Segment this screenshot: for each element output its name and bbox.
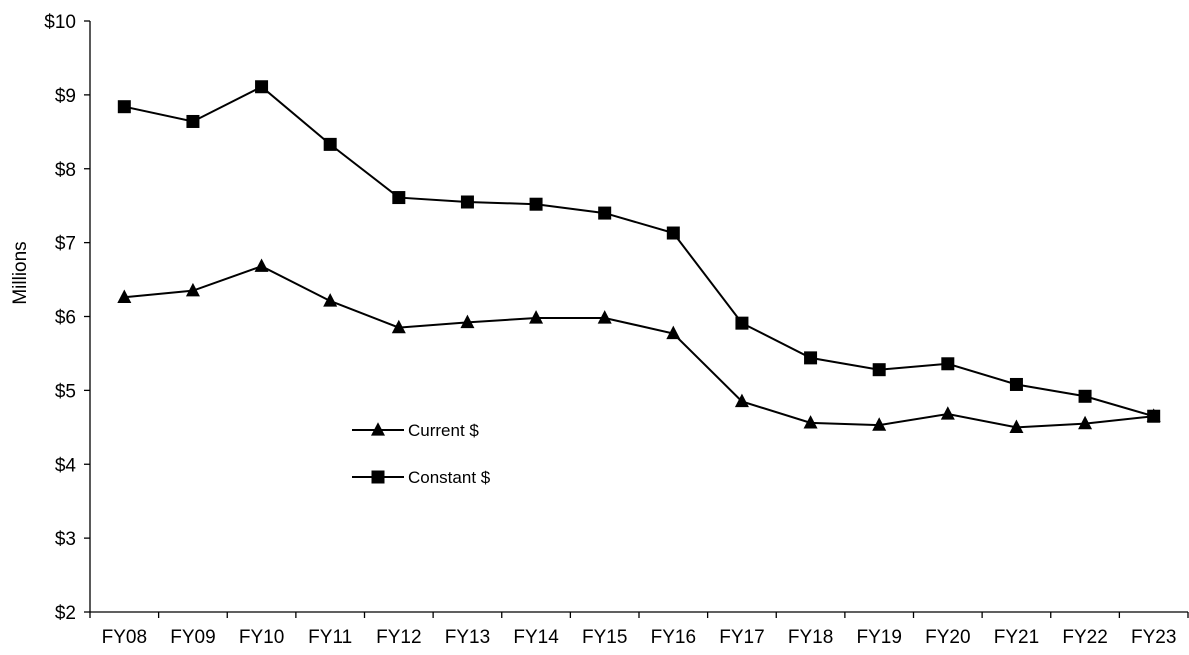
data-point — [323, 137, 337, 151]
legend-item: Constant $ — [352, 468, 491, 487]
x-tick-label: FY20 — [925, 627, 970, 648]
legend-label: Constant $ — [408, 468, 491, 487]
x-tick-label: FY17 — [719, 627, 764, 648]
series-constant — [117, 80, 1161, 423]
data-point — [872, 417, 887, 431]
data-point — [666, 226, 680, 240]
x-tick-label: FY13 — [445, 627, 490, 648]
tick-labels: $2 $3 $4 $5 $6 $7 $8 $9 $10 FY08 FY09 FY10 FY11 FY12 F… — [44, 12, 1176, 648]
data-point — [1009, 377, 1023, 391]
x-tick-label: FY14 — [513, 627, 559, 648]
x-tick-label: FY19 — [856, 627, 901, 648]
data-point — [185, 282, 200, 297]
x-tick-label: FY12 — [376, 627, 421, 648]
data-point — [735, 316, 749, 330]
y-tick-label: $4 — [55, 455, 77, 476]
x-tick-label: FY16 — [651, 627, 696, 648]
x-tick-label: FY23 — [1131, 627, 1176, 648]
x-tick-label: FY15 — [582, 627, 627, 648]
x-tick-label: FY10 — [239, 627, 284, 648]
series-line — [124, 85, 1154, 418]
data-point — [872, 363, 886, 377]
y-tick-label: $9 — [55, 86, 76, 107]
legend-item: Current $ — [352, 421, 479, 440]
data-point — [186, 114, 200, 128]
data-point — [254, 258, 269, 272]
data-point — [1147, 409, 1161, 423]
data-point — [392, 191, 406, 205]
x-tick-label: FY22 — [1062, 627, 1107, 648]
data-point — [323, 293, 338, 307]
legend-label: Current $ — [408, 421, 479, 440]
data-point — [803, 415, 818, 429]
y-axis-title: Millions — [10, 241, 31, 304]
series-line — [124, 265, 1154, 429]
data-point — [597, 310, 612, 324]
y-tick-label: $10 — [44, 12, 76, 33]
axes — [84, 20, 1189, 618]
data-point — [941, 357, 955, 371]
data-point — [804, 351, 818, 365]
legend: Current $ Constant $ — [352, 421, 491, 487]
legend-marker — [371, 470, 385, 484]
series-lines — [117, 80, 1161, 433]
x-tick-label: FY09 — [170, 627, 215, 648]
data-point — [940, 406, 955, 420]
data-point — [117, 100, 131, 114]
data-point — [734, 393, 749, 408]
data-point — [1078, 415, 1093, 430]
y-tick-label: $2 — [55, 603, 76, 624]
data-point — [529, 197, 543, 211]
data-point — [255, 80, 269, 94]
data-point — [666, 325, 681, 340]
y-tick-label: $7 — [55, 234, 76, 255]
data-point — [598, 206, 612, 220]
data-point — [529, 310, 544, 324]
x-tick-label: FY08 — [102, 627, 147, 648]
series-current — [117, 258, 1161, 433]
data-point — [1078, 389, 1092, 403]
y-tick-label: $3 — [55, 529, 76, 550]
x-tick-label: FY21 — [994, 627, 1039, 648]
legend-marker — [371, 422, 385, 436]
x-tick-label: FY18 — [788, 627, 833, 648]
data-point — [460, 195, 474, 209]
data-point — [117, 289, 132, 303]
data-point — [391, 319, 406, 334]
y-tick-label: $6 — [55, 308, 76, 329]
x-tick-label: FY11 — [308, 627, 352, 648]
data-point — [1009, 419, 1024, 433]
data-point — [460, 314, 475, 329]
y-tick-label: $5 — [55, 381, 76, 402]
y-tick-label: $8 — [55, 160, 76, 181]
